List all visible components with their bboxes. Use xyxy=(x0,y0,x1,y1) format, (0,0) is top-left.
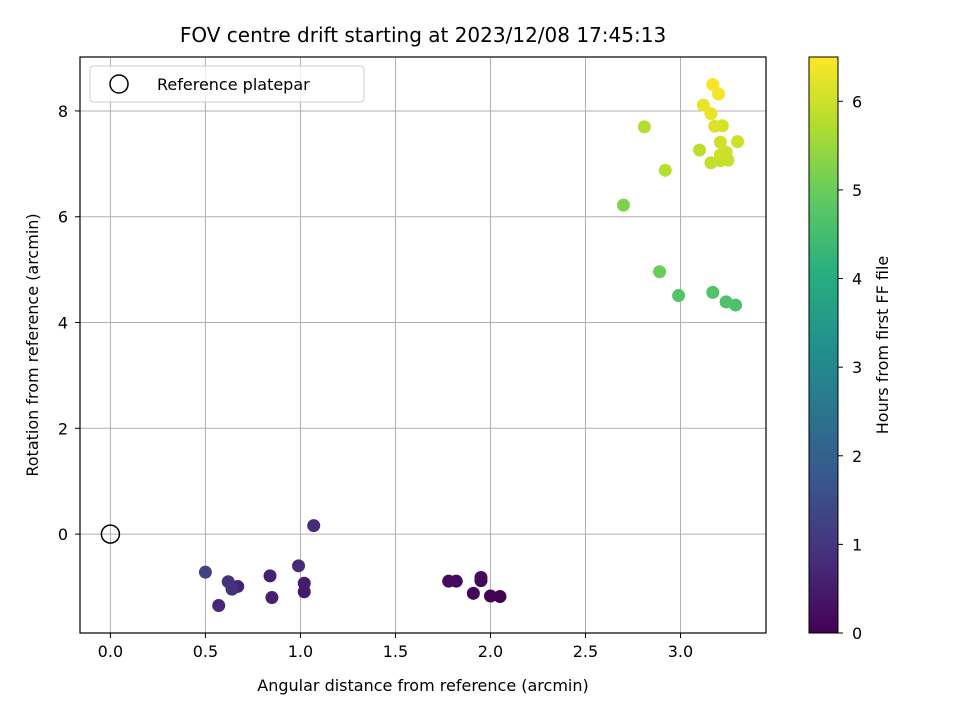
data-point xyxy=(221,575,235,589)
y-axis-label: Rotation from reference (arcmin) xyxy=(23,213,42,476)
data-point xyxy=(198,565,212,579)
x-tick-label: 0.5 xyxy=(193,642,218,661)
colorbar-tick-label: 5 xyxy=(852,181,862,200)
y-axis-ticks: 0 2 4 6 8 xyxy=(58,102,80,544)
data-point xyxy=(713,135,727,149)
x-tick-label: 2.0 xyxy=(478,642,503,661)
data-point xyxy=(658,163,672,177)
colorbar-tick-label: 0 xyxy=(852,624,862,643)
colorbar-tick-label: 1 xyxy=(852,535,862,554)
plot-area xyxy=(79,56,767,634)
data-point xyxy=(474,570,488,584)
legend-marker xyxy=(109,74,129,94)
y-tick-label: 4 xyxy=(58,314,68,333)
data-points xyxy=(198,78,744,612)
data-point xyxy=(696,98,710,112)
y-tick-label: 6 xyxy=(58,208,68,227)
data-point xyxy=(307,519,321,533)
colorbar-gradient xyxy=(808,56,839,634)
colorbar: 0 1 2 3 4 5 6 Hours from first FF file xyxy=(808,56,892,643)
y-tick-label: 2 xyxy=(58,419,68,438)
colorbar-tick-label: 6 xyxy=(852,92,862,111)
data-point xyxy=(692,143,706,157)
x-tick-label: 1.0 xyxy=(288,642,313,661)
x-axis-label: Angular distance from reference (arcmin) xyxy=(257,676,588,695)
data-point xyxy=(466,586,480,600)
data-point xyxy=(263,569,277,583)
x-axis-ticks: 0.0 0.5 1.0 1.5 2.0 2.5 3.0 xyxy=(98,633,693,661)
data-point xyxy=(483,589,497,603)
colorbar-label: Hours from first FF file xyxy=(873,256,892,435)
data-point xyxy=(616,198,630,212)
y-tick-label: 8 xyxy=(58,102,68,121)
reference-platepar-marker xyxy=(100,524,121,544)
data-point xyxy=(493,590,507,604)
x-tick-label: 0.0 xyxy=(98,642,123,661)
data-point xyxy=(730,135,744,149)
chart-title: FOV centre drift starting at 2023/12/08 … xyxy=(180,23,666,47)
data-point xyxy=(672,289,686,303)
colorbar-ticks: 0 1 2 3 4 5 6 xyxy=(838,92,862,643)
data-point xyxy=(637,120,651,134)
colorbar-tick-label: 2 xyxy=(852,447,862,466)
data-point xyxy=(708,119,722,133)
grid xyxy=(80,57,766,633)
colorbar-tick-label: 4 xyxy=(852,270,862,289)
data-point xyxy=(704,107,718,121)
data-point xyxy=(711,87,725,101)
data-point xyxy=(653,265,667,279)
legend-box xyxy=(89,65,365,103)
plot-frame xyxy=(79,56,767,634)
data-point xyxy=(706,78,720,92)
data-point xyxy=(292,559,306,573)
data-point xyxy=(212,598,226,612)
data-point xyxy=(265,591,279,605)
x-tick-label: 2.5 xyxy=(573,642,598,661)
legend-entry-reference: Reference platepar xyxy=(157,75,310,94)
x-tick-label: 1.5 xyxy=(383,642,408,661)
y-tick-label: 0 xyxy=(58,525,68,544)
data-point xyxy=(297,576,311,590)
data-point xyxy=(706,285,720,299)
plot-background xyxy=(80,57,766,633)
legend: Reference platepar xyxy=(89,65,365,103)
data-point xyxy=(719,295,733,309)
data-point xyxy=(713,148,727,162)
x-tick-label: 3.0 xyxy=(668,642,693,661)
data-point xyxy=(442,574,456,588)
colorbar-tick-label: 3 xyxy=(852,358,862,377)
